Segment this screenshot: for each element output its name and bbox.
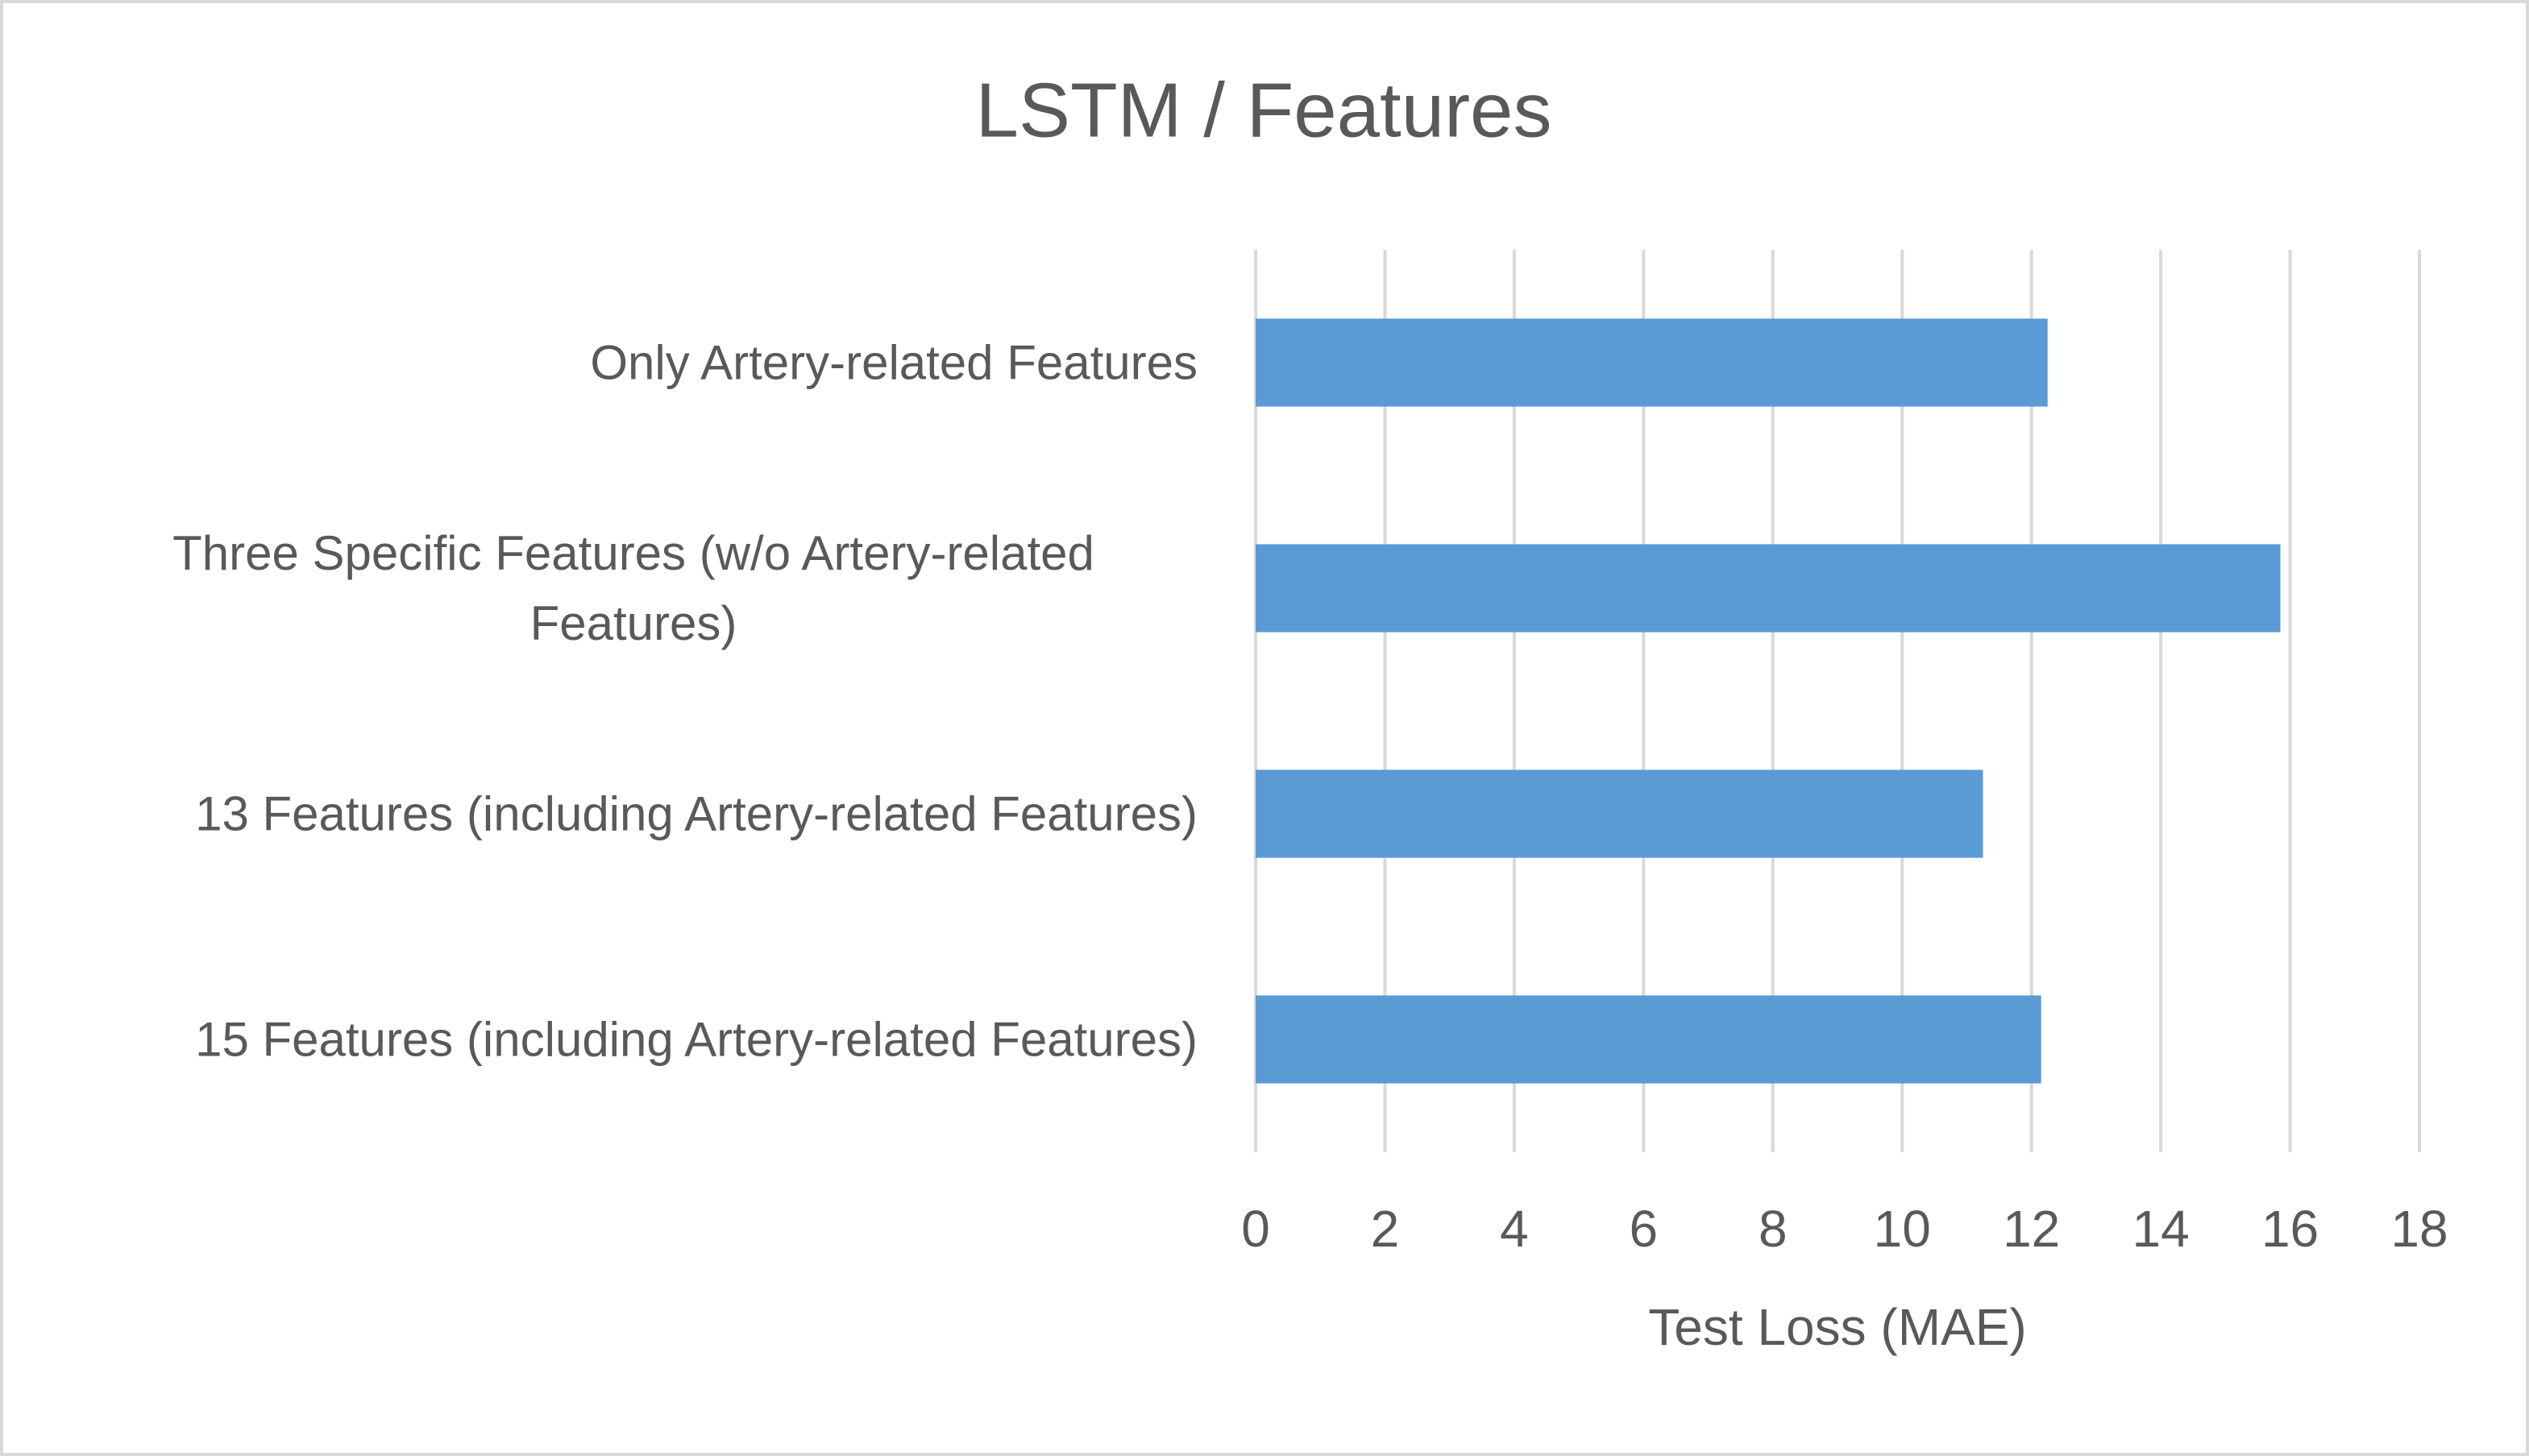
bar: [1256, 995, 2041, 1084]
x-axis-title: Test Loss (MAE): [1648, 1298, 2026, 1356]
x-tick-label: 12: [2003, 1200, 2060, 1258]
x-tick-label: 2: [1371, 1200, 1400, 1258]
chart-title: LSTM / Features: [976, 67, 1552, 153]
category-label-box: Three Specific Features (w/o Artery-rela…: [69, 518, 1198, 658]
category-label-box: Only Artery-related Features: [69, 328, 1198, 398]
x-tick-label: 14: [2132, 1200, 2190, 1258]
y-tick-label: Three Specific Features (w/o Artery-rela…: [172, 526, 1094, 650]
x-tick-label: 0: [1241, 1200, 1270, 1258]
x-tick-label: 10: [1874, 1200, 1931, 1258]
x-tick-label: 8: [1759, 1200, 1788, 1258]
x-tick-label: 18: [2390, 1200, 2448, 1258]
y-tick-label: Only Artery-related Features: [590, 335, 1198, 390]
x-tick-label: 16: [2261, 1200, 2319, 1258]
y-tick-label: 13 Features (including Artery-related Fe…: [195, 786, 1198, 841]
bar: [1256, 544, 2281, 633]
category-label-box: 13 Features (including Artery-related Fe…: [69, 779, 1198, 849]
x-tick-label: 6: [1630, 1200, 1659, 1258]
bar: [1256, 769, 1983, 858]
x-tick-label: 4: [1500, 1200, 1529, 1258]
y-tick-label: 15 Features (including Artery-related Fe…: [195, 1012, 1198, 1067]
bar: [1256, 318, 2048, 407]
category-label-box: 15 Features (including Artery-related Fe…: [69, 1005, 1198, 1075]
